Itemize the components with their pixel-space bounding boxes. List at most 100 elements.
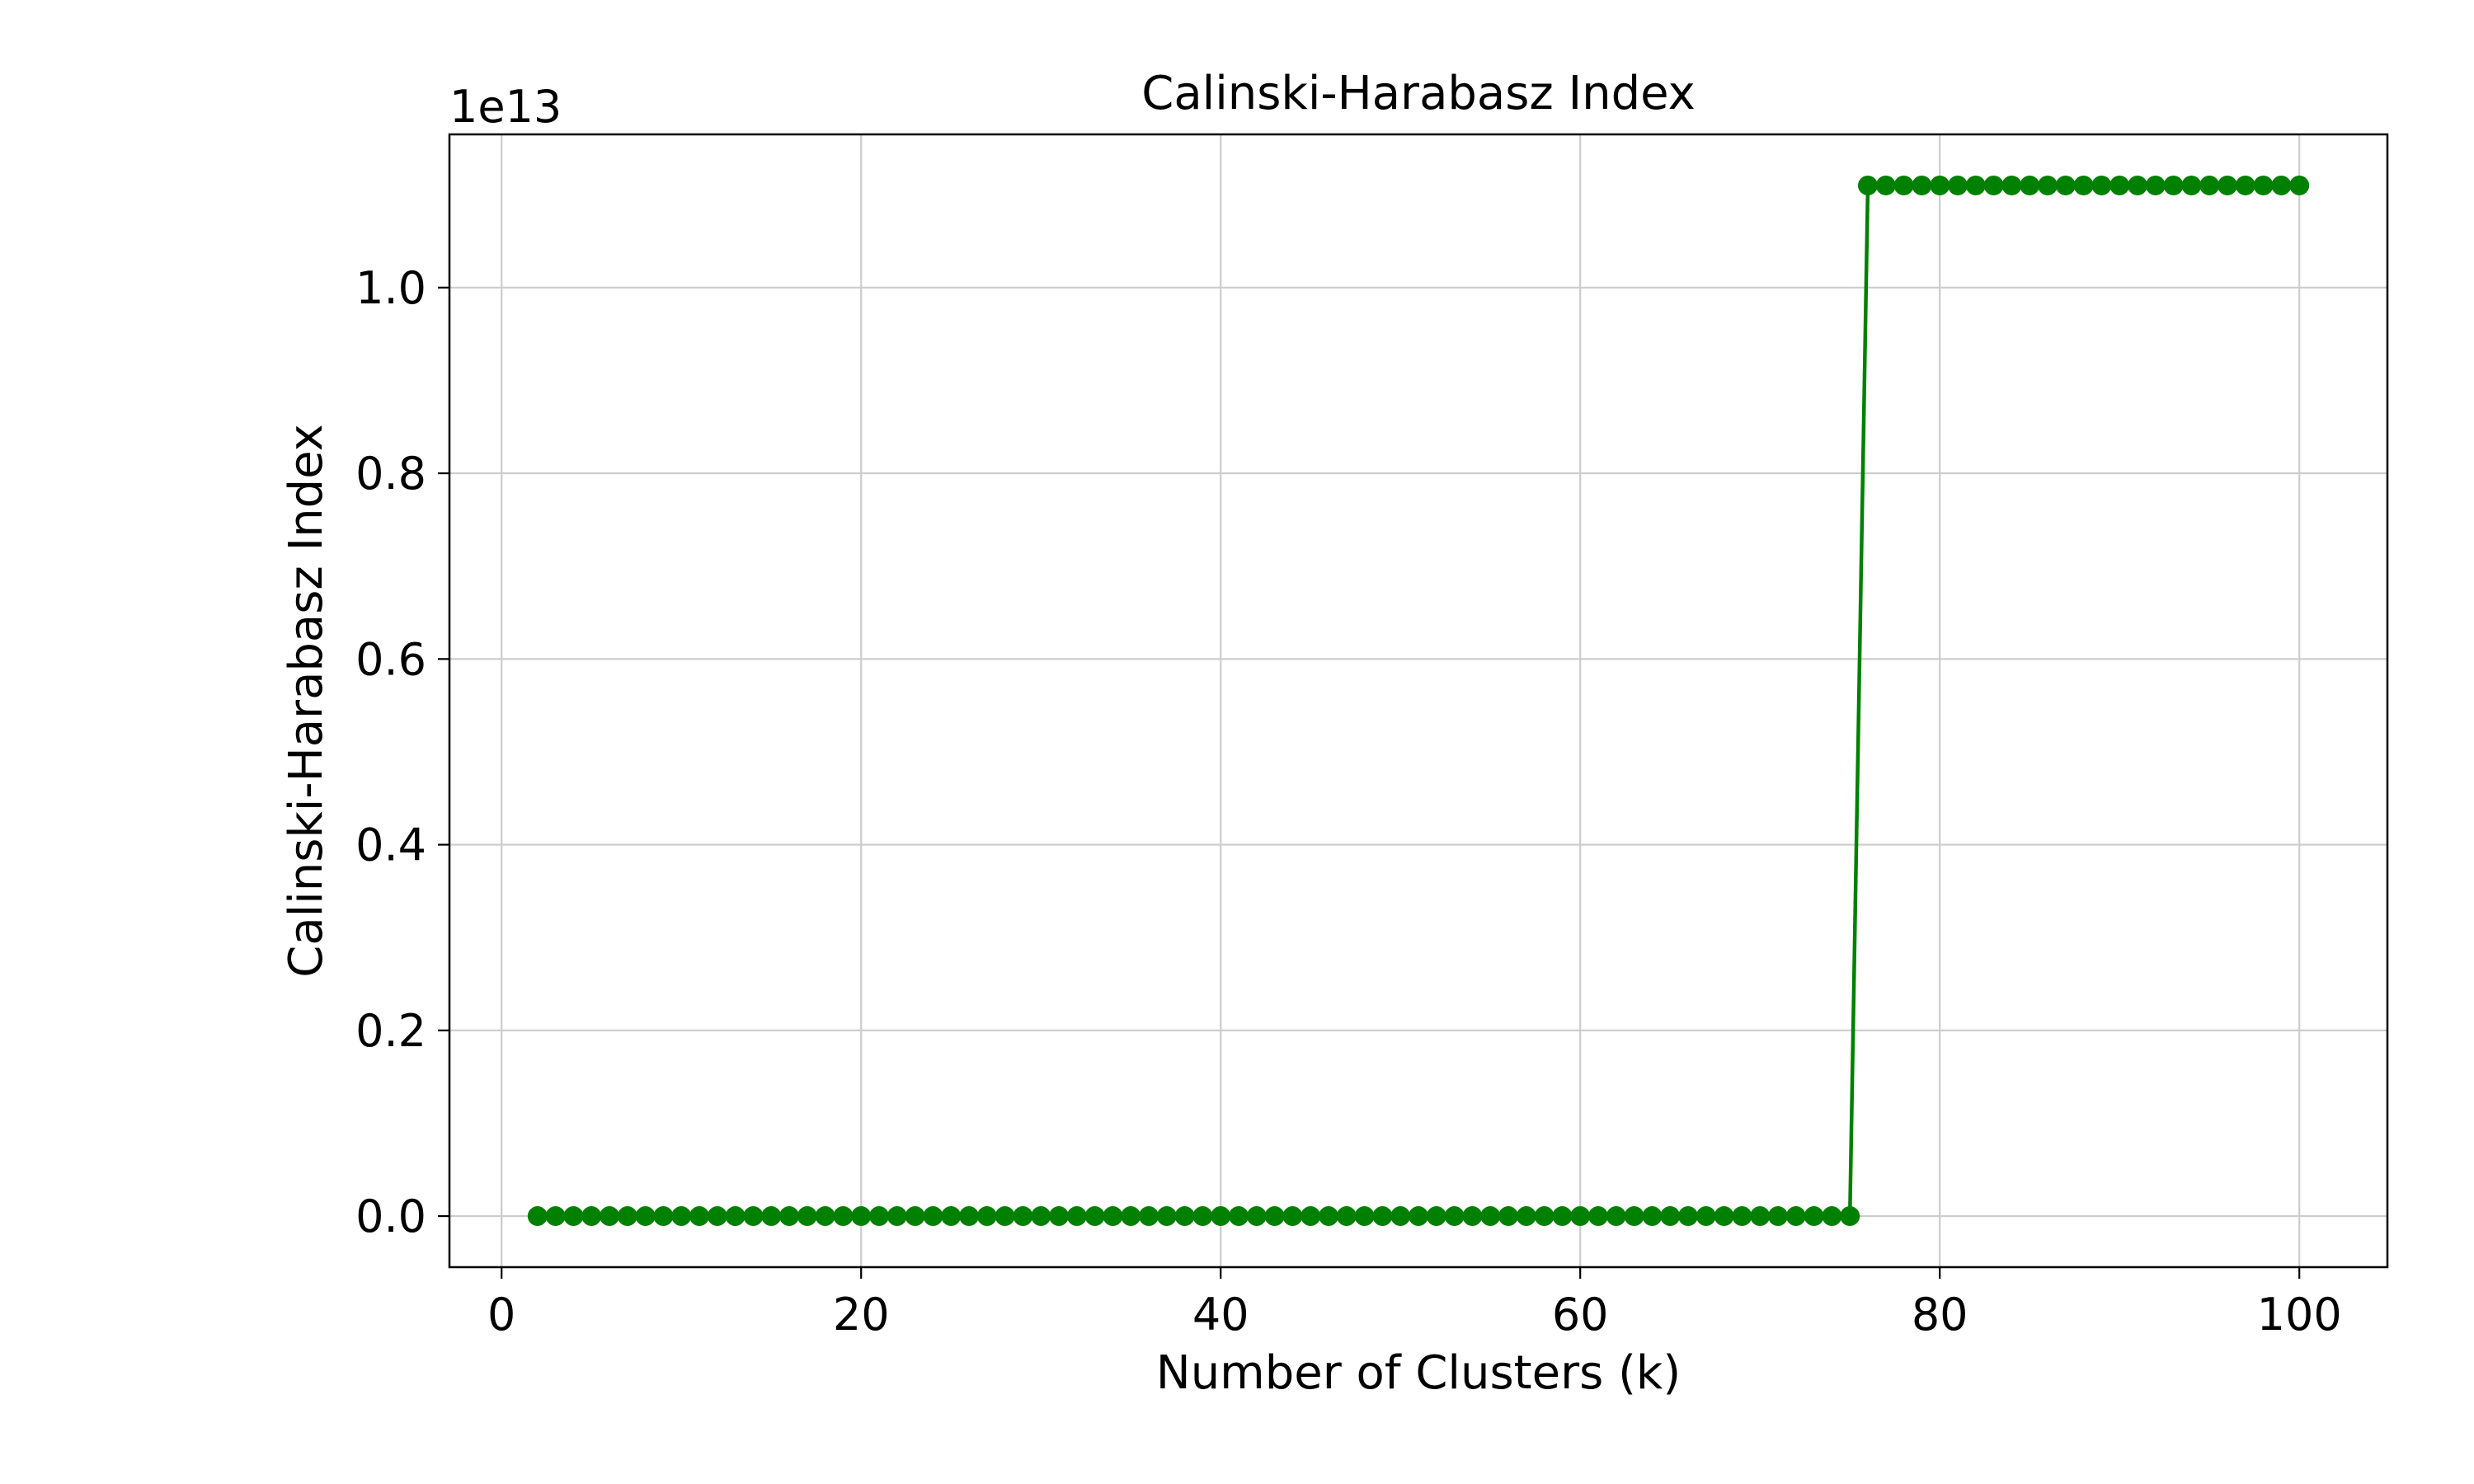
data-point	[1930, 175, 1950, 195]
data-point	[743, 1206, 764, 1227]
data-point	[1444, 1206, 1465, 1227]
data-point	[2020, 175, 2040, 195]
data-point	[707, 1206, 727, 1227]
data-point	[1013, 1206, 1033, 1227]
data-point	[2181, 175, 2202, 195]
data-point	[995, 1206, 1015, 1227]
data-point	[1857, 175, 1878, 195]
data-point	[905, 1206, 925, 1227]
data-point	[1121, 1206, 1141, 1227]
chart-title: Calinski-Harabasz Index	[1141, 67, 1696, 120]
data-point	[671, 1206, 692, 1227]
data-point	[1139, 1206, 1159, 1227]
data-point	[1587, 1206, 1608, 1227]
data-point	[1965, 175, 1986, 195]
data-point	[1498, 1206, 1518, 1227]
x-tick-label: 20	[833, 1289, 890, 1341]
data-point	[1319, 1206, 1339, 1227]
data-point	[1606, 1206, 1626, 1227]
series-layer	[527, 175, 2310, 1227]
ticks: 0 20 40 60 80 100 0.0 0.2 0.4 0.6 0.8 1.0	[355, 262, 2342, 1341]
data-point	[2001, 175, 2022, 195]
data-point	[1822, 1206, 1842, 1227]
data-point	[1246, 1206, 1267, 1227]
y-tick-label: 0.2	[355, 1005, 426, 1057]
data-point	[1785, 1206, 1806, 1227]
data-point	[869, 1206, 890, 1227]
data-point	[1732, 1206, 1752, 1227]
data-point	[1103, 1206, 1123, 1227]
data-point	[1804, 1206, 1824, 1227]
data-point	[2055, 175, 2076, 195]
data-point	[1282, 1206, 1303, 1227]
data-point	[725, 1206, 745, 1227]
data-point	[2145, 175, 2166, 195]
data-point	[2253, 175, 2274, 195]
data-point	[527, 1206, 548, 1227]
data-point	[1354, 1206, 1375, 1227]
y-tick-label: 1.0	[355, 262, 426, 314]
y-tick-label: 0.6	[355, 633, 426, 685]
data-point	[2091, 175, 2112, 195]
data-point	[2199, 175, 2220, 195]
data-point	[2037, 175, 2058, 195]
data-point	[1912, 175, 1932, 195]
data-point	[1174, 1206, 1195, 1227]
y-offset-label: 1e13	[449, 81, 562, 133]
data-point	[1409, 1206, 1428, 1227]
y-tick-label: 0.0	[355, 1190, 426, 1242]
data-point	[941, 1206, 962, 1227]
x-tick-label: 60	[1552, 1289, 1609, 1341]
data-point	[1875, 175, 1896, 195]
data-point	[797, 1206, 817, 1227]
data-point	[959, 1206, 980, 1227]
data-point	[1066, 1206, 1087, 1227]
data-point	[1480, 1206, 1501, 1227]
data-point	[815, 1206, 835, 1227]
data-point	[689, 1206, 710, 1227]
data-point	[1750, 1206, 1771, 1227]
x-axis-label: Number of Clusters (k)	[1156, 1346, 1681, 1400]
data-point	[887, 1206, 907, 1227]
x-tick-label: 80	[1912, 1289, 1968, 1341]
data-point	[1372, 1206, 1393, 1227]
data-point	[1660, 1206, 1681, 1227]
x-tick-label: 40	[1192, 1289, 1249, 1341]
data-point	[1840, 1206, 1860, 1227]
data-point	[1624, 1206, 1644, 1227]
data-point	[851, 1206, 872, 1227]
data-point	[2271, 175, 2292, 195]
y-tick-label: 0.8	[355, 448, 426, 500]
data-point	[1426, 1206, 1446, 1227]
data-point	[2073, 175, 2094, 195]
x-tick-label: 100	[2257, 1289, 2342, 1341]
data-point	[1677, 1206, 1698, 1227]
data-point	[976, 1206, 997, 1227]
data-point	[1264, 1206, 1285, 1227]
data-point	[563, 1206, 584, 1227]
data-point	[1696, 1206, 1716, 1227]
data-point	[2289, 175, 2310, 195]
data-point	[1031, 1206, 1051, 1227]
data-point	[1983, 175, 2004, 195]
data-point	[1516, 1206, 1536, 1227]
data-point	[581, 1206, 602, 1227]
data-point	[1570, 1206, 1591, 1227]
data-point	[617, 1206, 637, 1227]
data-point	[2235, 175, 2255, 195]
data-point	[1211, 1206, 1231, 1227]
data-point	[1534, 1206, 1554, 1227]
data-point	[2217, 175, 2237, 195]
data-point	[545, 1206, 566, 1227]
data-point	[1156, 1206, 1177, 1227]
data-point	[1300, 1206, 1321, 1227]
data-point	[1947, 175, 1968, 195]
y-tick-label: 0.4	[355, 819, 426, 871]
data-point	[1714, 1206, 1734, 1227]
x-tick-label: 0	[487, 1289, 515, 1341]
plot-frame	[448, 133, 2389, 1269]
data-point	[2163, 175, 2184, 195]
data-point	[1229, 1206, 1249, 1227]
